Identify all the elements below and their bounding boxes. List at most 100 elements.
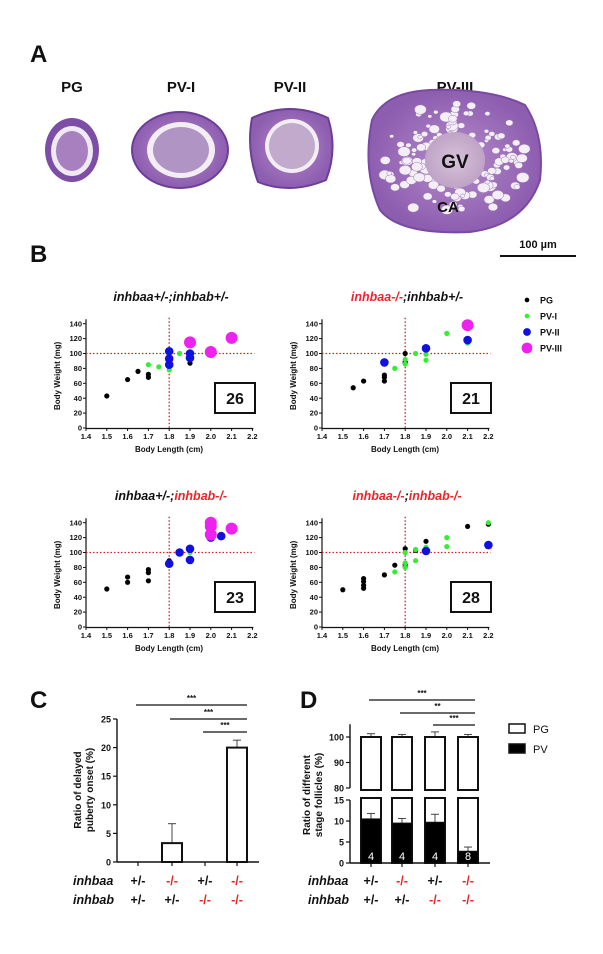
data-point-pv-ii	[484, 540, 493, 550]
title-part: inhbaa-/-	[351, 290, 403, 304]
y-axis-label: Body Weight (mg)	[289, 341, 298, 410]
alveolus	[500, 156, 510, 164]
data-point-pv-iii	[204, 528, 217, 541]
alveolus	[405, 142, 412, 148]
y-tick-label: 100	[305, 548, 318, 557]
bar-chart-delayed-puberty: 0 5 10 15 20 25 Ratio of delayed puberty onset …	[73, 694, 259, 907]
alveolus	[488, 131, 496, 137]
alveolus	[440, 204, 454, 215]
data-point-pg	[361, 585, 367, 591]
y-tick-label: 120	[69, 533, 82, 542]
y-tick-label: 10	[101, 800, 111, 810]
genotype-label-inhbaa: inhbaa	[73, 874, 113, 888]
oocyte-image-pg	[45, 118, 99, 182]
x-tick-label: 1.8	[164, 631, 174, 640]
data-point-pg	[350, 385, 356, 391]
x-tick-label: 1.4	[81, 432, 92, 441]
x-tick-label: 1.6	[358, 631, 368, 640]
alveolus	[407, 202, 420, 213]
alveolus	[487, 203, 499, 212]
y-tick-label: 80	[74, 563, 82, 572]
alveolus	[413, 172, 426, 183]
panel-b-label: B	[30, 241, 47, 268]
alveolus	[484, 111, 491, 116]
scatter-plot-4: inhbaa-/-;inhbab-/- 0 20 40 60 80 100 120 140 1.4…	[289, 489, 494, 653]
title-part: ;	[170, 489, 174, 503]
x-tick-label: 2.1	[462, 432, 472, 441]
panel-c-label: C	[30, 687, 47, 714]
x-tick-label: 1.4	[81, 631, 92, 640]
data-point-pg	[402, 546, 408, 552]
title-part: inhbab+/-	[173, 290, 229, 304]
y-tick-label: 80	[310, 563, 318, 572]
legend-label-pv: PV	[533, 744, 548, 756]
data-point-pg	[145, 374, 151, 380]
alveolus	[386, 171, 393, 176]
y-tick-label: 60	[74, 379, 82, 388]
alveolus	[483, 129, 490, 134]
y-tick-label: 0	[314, 623, 318, 632]
count-box	[450, 382, 492, 414]
alveolus	[512, 139, 521, 147]
y-tick-label: 140	[69, 319, 82, 328]
data-point-pv-ii	[164, 346, 174, 356]
x-tick-label: 2.2	[483, 631, 493, 640]
y-tick-label: 0	[314, 424, 318, 433]
y-axis-label: Body Weight (mg)	[289, 540, 298, 609]
alveolus	[518, 143, 531, 154]
alveolus	[516, 172, 530, 183]
x-tick-label: 2.0	[442, 631, 452, 640]
x-tick-label: 2.0	[442, 432, 452, 441]
legend-marker-pv-ii	[523, 328, 531, 336]
genotype-value: +/-	[165, 893, 180, 907]
y-axis-label: Body Weight (mg)	[53, 540, 62, 609]
genotype-value: +/-	[364, 874, 379, 888]
alveolus	[516, 153, 528, 163]
genotype-value: -/-	[199, 893, 211, 907]
data-point-pv-ii	[463, 335, 472, 345]
x-tick-label: 1.6	[122, 432, 132, 441]
genotype-value: -/-	[396, 874, 408, 888]
data-point-pv-i	[423, 357, 429, 363]
data-point-pg	[340, 587, 346, 593]
alveolus	[398, 165, 412, 176]
alveolus	[514, 161, 523, 169]
legend-swatch-pv	[508, 743, 526, 754]
alveolus	[411, 147, 418, 153]
alveolus	[484, 179, 491, 185]
x-tick-label: 1.9	[421, 631, 431, 640]
alveolus	[513, 184, 521, 190]
alveolus	[431, 199, 437, 204]
alveolus	[428, 124, 440, 134]
genotype-value: +/-	[364, 893, 379, 907]
data-point-pg	[104, 586, 110, 592]
alveolus	[452, 100, 461, 108]
y-axis-label: Ratio of different	[302, 754, 313, 835]
scale-bar-label: 100 µm	[519, 239, 557, 251]
x-axis-label: Body Length (cm)	[135, 445, 203, 454]
charts: inhbaa+/-;inhbab+/-0204060801001201401.4…	[53, 290, 562, 907]
sample-count: 8	[465, 851, 471, 863]
y-tick-label: 40	[310, 593, 318, 602]
x-tick-label: 2.1	[226, 631, 236, 640]
sample-count: 4	[399, 851, 405, 863]
x-tick-label: 2.2	[247, 631, 257, 640]
x-tick-label: 1.7	[143, 432, 153, 441]
y-tick-label: 120	[69, 334, 82, 343]
genotype-label-inhbab: inhbab	[308, 893, 349, 907]
oocyte-image-pv1	[131, 111, 229, 189]
data-point-pg	[381, 572, 387, 578]
bar-pv	[424, 821, 446, 864]
genotype-value: -/-	[166, 874, 178, 888]
legend-label-pv-iii: PV-III	[540, 344, 562, 354]
y-tick-label: 5	[106, 829, 111, 839]
x-tick-label: 2.0	[206, 631, 216, 640]
scatter-plot-2: inhbaa-/-;inhbab+/- 0 20 40 60 80 100 120 140 1.4…	[289, 290, 562, 454]
alveolus	[460, 193, 466, 198]
alveolus	[508, 158, 514, 164]
genotype-value: -/-	[462, 874, 474, 888]
x-axis-label: Body Length (cm)	[371, 445, 439, 454]
data-point-pv-iii	[461, 319, 474, 332]
significance-label: ***	[204, 708, 214, 717]
data-point-pg	[465, 523, 471, 530]
